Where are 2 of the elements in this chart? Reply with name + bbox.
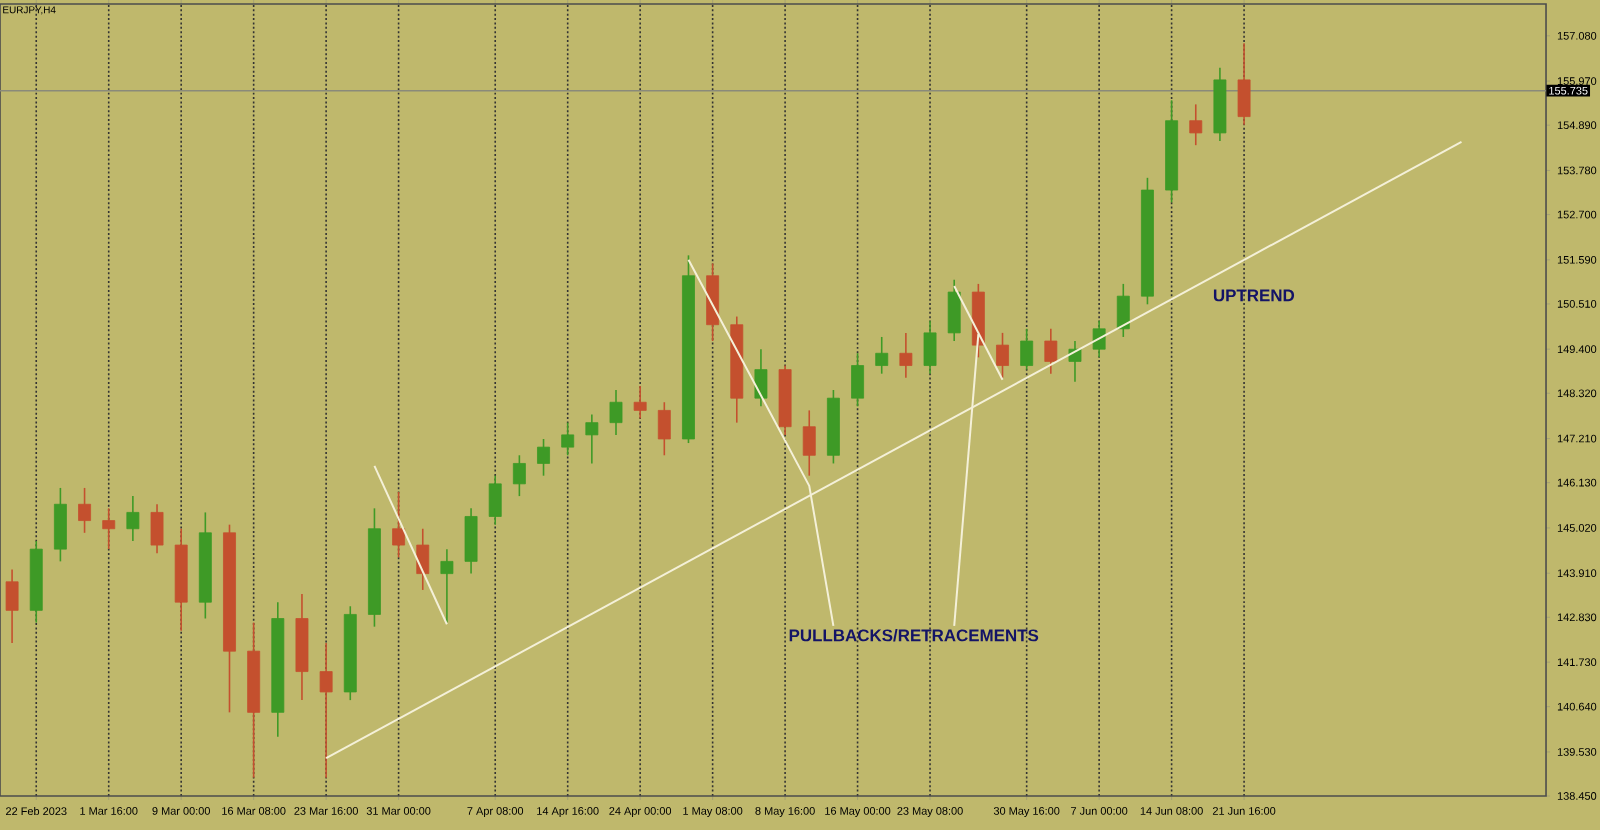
annotation: PULLBACKS/RETRACEMENTS (789, 628, 1039, 642)
annotation: UPTREND (1213, 289, 1295, 302)
